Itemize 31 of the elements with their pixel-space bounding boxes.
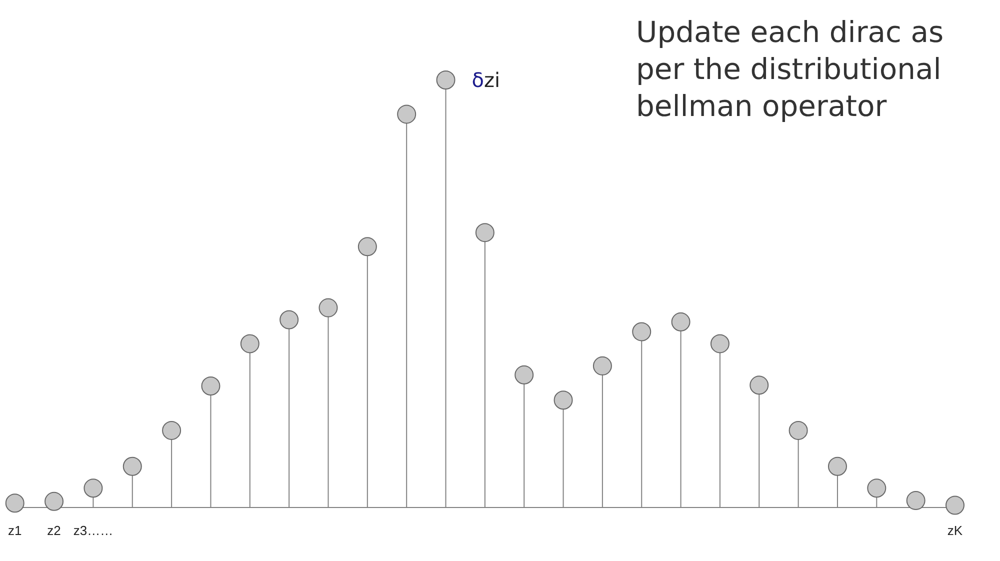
point — [592, 356, 612, 376]
point — [475, 223, 494, 242]
x-tick-label: z1 — [8, 522, 22, 538]
point — [750, 376, 769, 395]
point — [867, 478, 886, 498]
x-tick-label: zK — [947, 522, 963, 538]
point — [358, 237, 377, 256]
point — [397, 104, 416, 124]
point — [201, 376, 220, 396]
point — [436, 70, 456, 90]
point — [240, 334, 260, 354]
annotation: Update each dirac as per the distributional bellman operator — [636, 14, 945, 125]
point — [44, 492, 64, 511]
point — [122, 456, 142, 476]
point — [318, 298, 338, 318]
point — [84, 478, 103, 498]
point — [671, 312, 690, 332]
annotation: δzi — [472, 68, 500, 92]
point — [788, 420, 808, 440]
point — [554, 390, 573, 410]
point — [280, 310, 299, 330]
point — [632, 322, 652, 342]
point — [5, 494, 24, 513]
point — [162, 420, 182, 440]
point — [514, 365, 534, 384]
point — [906, 491, 926, 510]
point — [828, 456, 847, 476]
point — [710, 334, 730, 354]
x-tick-label: z2 — [47, 522, 61, 538]
point — [946, 496, 964, 515]
x-tick-label: z3…… — [73, 522, 114, 538]
